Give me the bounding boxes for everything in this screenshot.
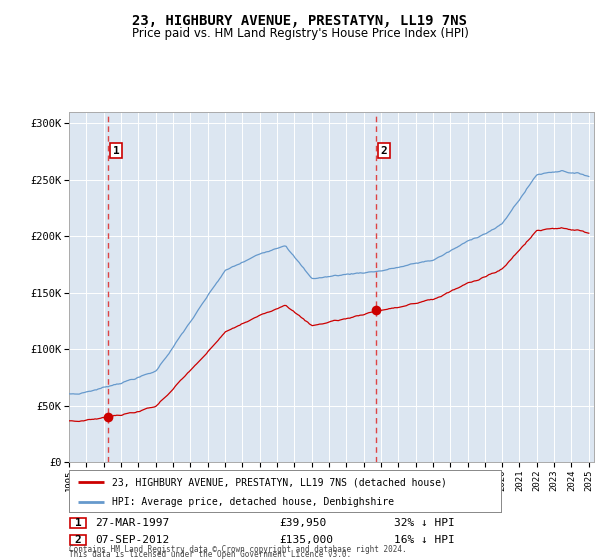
Text: Price paid vs. HM Land Registry's House Price Index (HPI): Price paid vs. HM Land Registry's House … [131, 27, 469, 40]
Text: 1: 1 [74, 518, 82, 528]
Text: £135,000: £135,000 [279, 535, 333, 545]
Text: 2: 2 [74, 535, 82, 545]
Text: This data is licensed under the Open Government Licence v3.0.: This data is licensed under the Open Gov… [69, 550, 351, 559]
Text: £39,950: £39,950 [279, 518, 326, 528]
Text: 1: 1 [113, 146, 119, 156]
Text: 16% ↓ HPI: 16% ↓ HPI [395, 535, 455, 545]
Text: 23, HIGHBURY AVENUE, PRESTATYN, LL19 7NS: 23, HIGHBURY AVENUE, PRESTATYN, LL19 7NS [133, 14, 467, 28]
Text: 27-MAR-1997: 27-MAR-1997 [95, 518, 170, 528]
Text: 32% ↓ HPI: 32% ↓ HPI [395, 518, 455, 528]
Text: 07-SEP-2012: 07-SEP-2012 [95, 535, 170, 545]
Text: Contains HM Land Registry data © Crown copyright and database right 2024.: Contains HM Land Registry data © Crown c… [69, 545, 407, 554]
Text: 2: 2 [381, 146, 388, 156]
Text: HPI: Average price, detached house, Denbighshire: HPI: Average price, detached house, Denb… [112, 497, 394, 507]
FancyBboxPatch shape [70, 535, 86, 545]
Text: 23, HIGHBURY AVENUE, PRESTATYN, LL19 7NS (detached house): 23, HIGHBURY AVENUE, PRESTATYN, LL19 7NS… [112, 477, 447, 487]
FancyBboxPatch shape [70, 518, 86, 528]
